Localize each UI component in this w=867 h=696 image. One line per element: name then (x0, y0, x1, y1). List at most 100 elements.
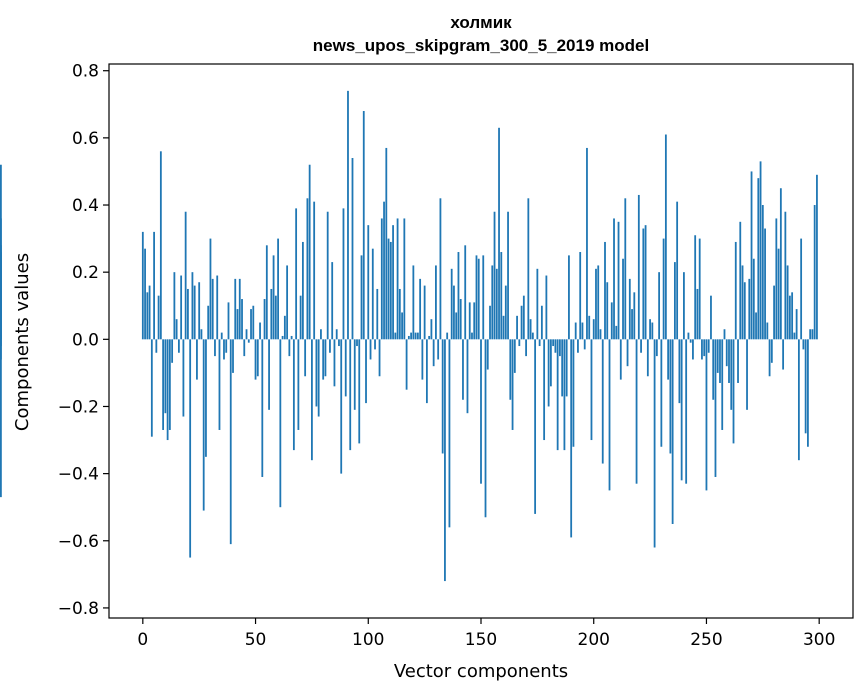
bar (813, 205, 816, 340)
bar (563, 339, 566, 451)
bar (459, 299, 462, 340)
bar (173, 272, 176, 340)
bar (741, 265, 744, 340)
bar (272, 255, 275, 340)
bar (202, 339, 205, 511)
bar (432, 339, 435, 367)
y-axis: −0.8 −0.6 −0.4 −0.2 0.0 0.2 0.4 0.6 0.8 (58, 62, 109, 619)
bar (259, 322, 261, 340)
bar (252, 305, 255, 340)
bar (362, 111, 365, 340)
bar (338, 339, 340, 347)
bar (207, 305, 210, 340)
bar (714, 339, 717, 477)
y-tick-label: 0.4 (72, 196, 99, 216)
bar (220, 332, 223, 340)
bar (768, 339, 771, 377)
bar (779, 188, 782, 340)
bar (0, 335, 2, 340)
bar (157, 295, 160, 340)
x-axis-label: Vector components (394, 661, 568, 682)
bar (365, 339, 367, 404)
bar (513, 339, 516, 373)
bar (283, 315, 286, 340)
bar (394, 332, 397, 340)
bar (811, 329, 814, 340)
bar (547, 339, 550, 407)
bar (809, 329, 812, 340)
bar (590, 339, 593, 441)
bar (565, 339, 568, 397)
bar (649, 319, 651, 340)
bar (705, 339, 708, 491)
bar (306, 198, 309, 340)
bar (380, 218, 383, 340)
bar (405, 339, 408, 390)
bar (755, 312, 757, 340)
bar (527, 198, 530, 340)
bar (299, 295, 302, 340)
bar (466, 339, 469, 414)
bar (441, 339, 444, 454)
y-tick-label: −0.2 (58, 397, 99, 417)
bar (256, 339, 259, 377)
bar (216, 275, 219, 340)
bar (606, 282, 609, 340)
bar (383, 201, 385, 340)
bar (320, 329, 322, 340)
bar (728, 339, 730, 383)
bar (646, 339, 649, 377)
bar (243, 339, 246, 357)
bar (664, 134, 667, 340)
bar (574, 322, 577, 340)
bar (164, 339, 167, 414)
bar (448, 339, 451, 528)
bar (279, 339, 282, 508)
bar (416, 332, 419, 340)
bar (800, 238, 803, 340)
bar (561, 339, 564, 397)
bar (653, 339, 656, 548)
bar (0, 339, 2, 498)
bar (637, 194, 640, 340)
bar (277, 238, 279, 340)
bar (613, 218, 615, 340)
bar (333, 339, 336, 387)
bar (710, 295, 712, 340)
bar (340, 339, 343, 474)
bar (317, 339, 320, 417)
bar (500, 252, 503, 340)
bar (601, 339, 604, 464)
bar (477, 258, 480, 340)
bar (617, 221, 620, 340)
bar (437, 339, 440, 360)
bar (462, 339, 464, 400)
bar (313, 201, 316, 340)
bar (635, 339, 638, 484)
bar (329, 339, 331, 353)
bar (493, 211, 496, 340)
bar (570, 339, 573, 538)
bar (232, 339, 234, 373)
bar (721, 339, 724, 430)
bar (770, 339, 773, 363)
y-tick-label: 0.2 (72, 263, 99, 283)
x-tick-label: 150 (465, 630, 497, 650)
bar (301, 241, 304, 340)
bar (421, 339, 424, 380)
bar (353, 339, 356, 410)
bar (236, 309, 239, 340)
bar (669, 339, 672, 454)
bar (214, 339, 216, 357)
bar (297, 339, 300, 430)
bar (667, 339, 670, 380)
bar (619, 339, 622, 380)
bar (692, 339, 694, 360)
bar (662, 238, 665, 340)
bar (732, 339, 735, 444)
bar (761, 205, 764, 340)
bar (171, 339, 174, 363)
bar (777, 248, 780, 340)
bar (660, 339, 663, 447)
bar (292, 339, 295, 451)
